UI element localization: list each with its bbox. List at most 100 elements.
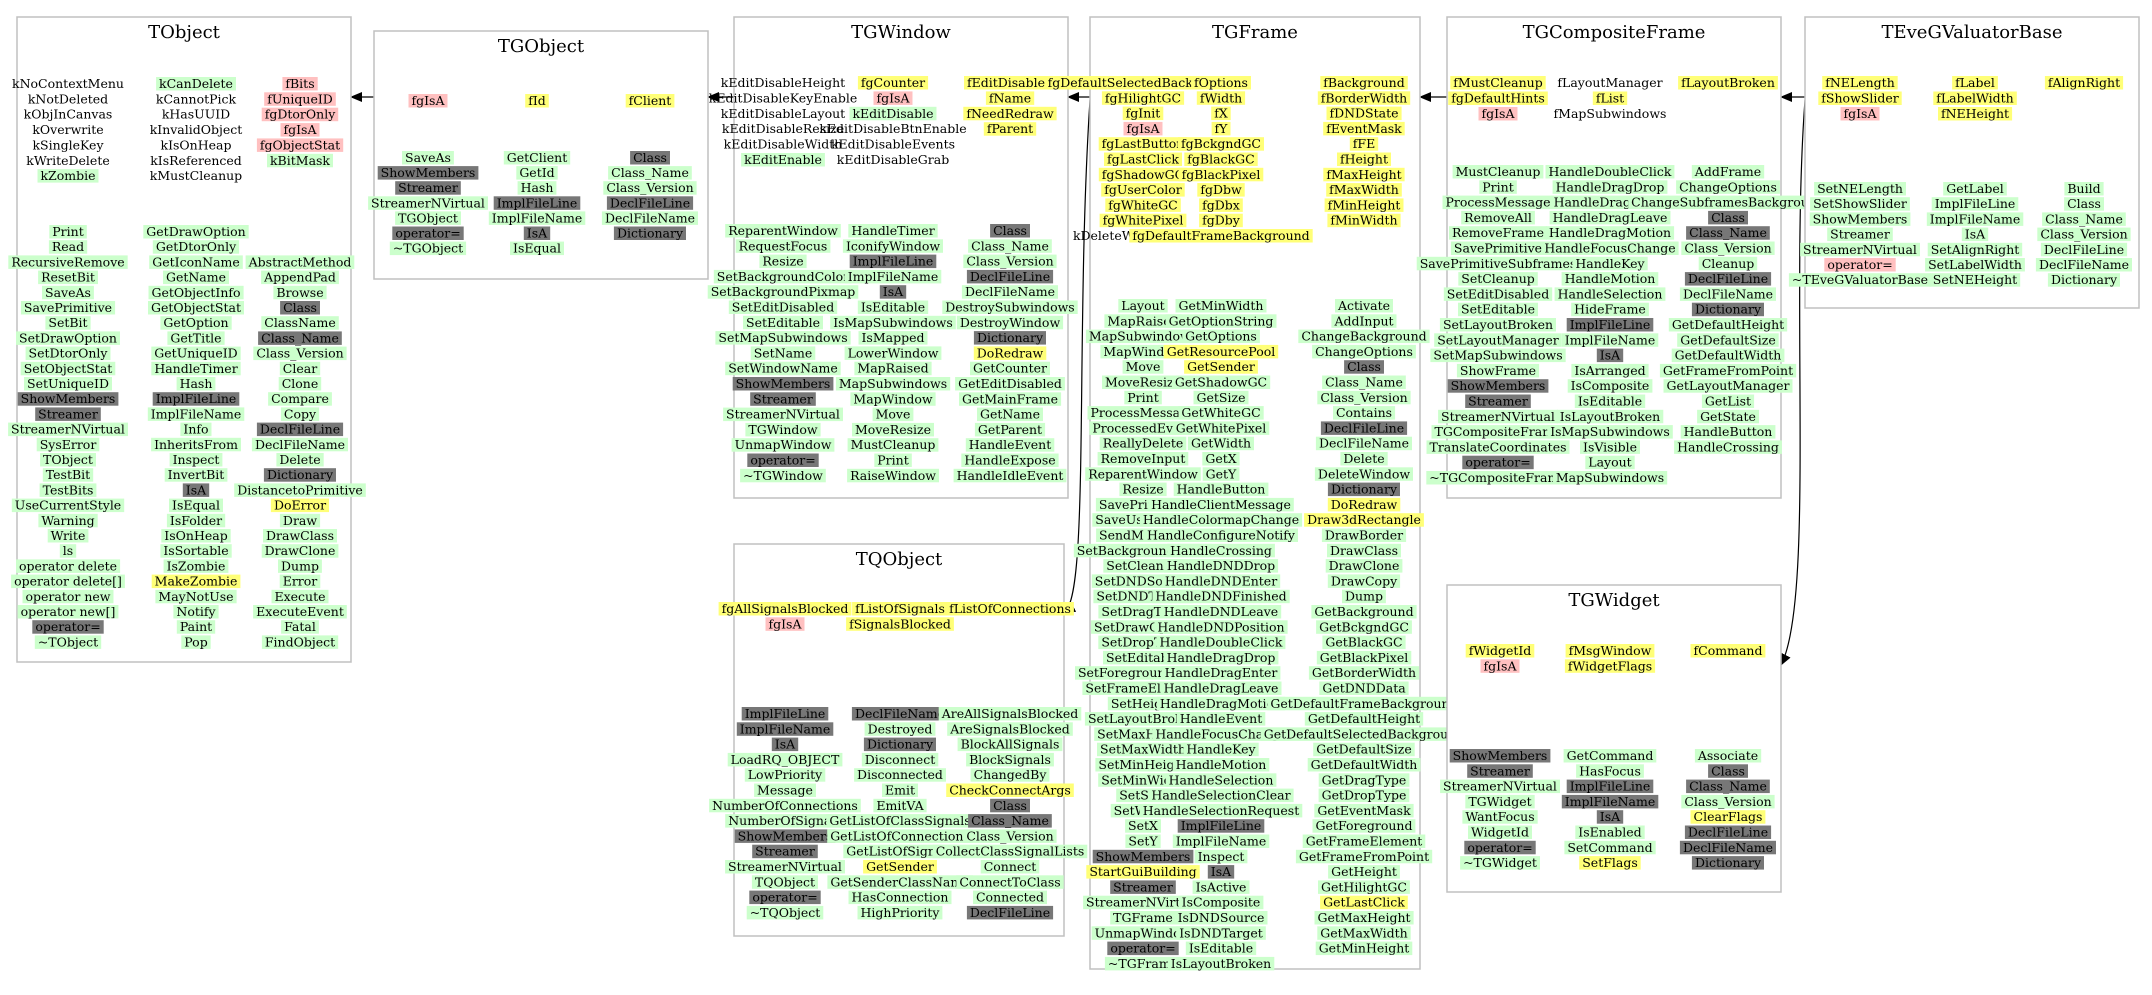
- member-getheight[interactable]: GetHeight: [1328, 864, 1400, 879]
- member-iseditable[interactable]: IsEditable: [1574, 394, 1646, 409]
- member-handledoubleclick[interactable]: HandleDoubleClick: [1156, 635, 1286, 650]
- member-flabel[interactable]: fLabel: [1952, 75, 1998, 90]
- member-dictionary[interactable]: Dictionary: [2047, 272, 2120, 287]
- member-fx[interactable]: fX: [1211, 106, 1231, 121]
- member-getx[interactable]: GetX: [1202, 451, 1240, 466]
- member-warning[interactable]: Warning: [38, 513, 98, 528]
- member-appendpad[interactable]: AppendPad: [261, 270, 339, 285]
- member-kisonheap[interactable]: kIsOnHeap: [161, 137, 232, 152]
- member-handledragenter[interactable]: HandleDragEnter: [1161, 665, 1281, 680]
- member-showmembers[interactable]: ShowMembers: [1449, 748, 1551, 763]
- member-tobject[interactable]: ~TObject: [34, 634, 102, 649]
- member-tobject[interactable]: TObject: [40, 452, 96, 467]
- member-usecurrentstyle[interactable]: UseCurrentStyle: [11, 498, 125, 513]
- member-fgwhitegc[interactable]: fgWhiteGC: [1105, 197, 1181, 212]
- member-class-name[interactable]: Class_Name: [608, 165, 692, 180]
- member-isa[interactable]: IsA: [1961, 227, 1989, 242]
- member-class-name[interactable]: Class_Name: [968, 238, 1052, 253]
- member-isactive[interactable]: IsActive: [1192, 879, 1250, 894]
- member-tgobject[interactable]: ~TGObject: [389, 241, 467, 256]
- member-isa[interactable]: IsA: [1596, 348, 1624, 363]
- member-fparent[interactable]: fParent: [983, 121, 1037, 136]
- member-fgblackpixel[interactable]: fgBlackPixel: [1178, 167, 1264, 182]
- member-hash[interactable]: Hash: [517, 180, 557, 195]
- member-handlecrossing[interactable]: HandleCrossing: [1674, 439, 1782, 454]
- member-destroyed[interactable]: Destroyed: [864, 721, 936, 736]
- member-implfilename[interactable]: ImplFileName: [1561, 332, 1659, 347]
- member-fcommand[interactable]: fCommand: [1690, 643, 1766, 658]
- member-getdragtype[interactable]: GetDragType: [1318, 772, 1410, 787]
- member-operator[interactable]: operator=: [747, 453, 819, 468]
- member-moveresize[interactable]: MoveResize: [852, 422, 934, 437]
- member-showmembers[interactable]: ShowMembers: [1447, 378, 1549, 393]
- member-declfilename[interactable]: DeclFileName: [851, 706, 948, 721]
- member-invertbit[interactable]: InvertBit: [164, 467, 228, 482]
- member-funiqueid[interactable]: fUniqueID: [264, 91, 336, 106]
- member-handleselectionrequest[interactable]: HandleSelectionRequest: [1139, 803, 1303, 818]
- member-fneheight[interactable]: fNEHeight: [1938, 106, 2013, 121]
- member-isequal[interactable]: IsEqual: [510, 241, 564, 256]
- member-fdndstate[interactable]: fDNDState: [1326, 106, 1402, 121]
- member-numberofsignals[interactable]: NumberOfSignals: [725, 813, 845, 828]
- member-fbits[interactable]: fBits: [282, 76, 318, 91]
- class-box-tgframe[interactable]: TGFramefgDefaultSelectedBackgroundfgHili…: [1044, 16, 1468, 971]
- member-dictionary[interactable]: Dictionary: [1327, 482, 1400, 497]
- member-keditdisablekeyenable[interactable]: kEditDisableKeyEnable: [709, 90, 858, 105]
- member-getdefaultheight[interactable]: GetDefaultHeight: [1304, 711, 1424, 726]
- class-box-tobject[interactable]: TObjectkNoContextMenukNotDeletedkObjInCa…: [8, 16, 366, 663]
- member-moveresize[interactable]: MoveResize: [1102, 375, 1184, 390]
- member-iseditable[interactable]: IsEditable: [857, 300, 929, 315]
- member-declfilename[interactable]: DeclFileName: [2035, 257, 2132, 272]
- member-mapsubwindows[interactable]: MapSubwindows: [1085, 329, 1201, 344]
- member-setuniqueid[interactable]: SetUniqueID: [24, 376, 112, 391]
- member-iseditable[interactable]: IsEditable: [1185, 941, 1257, 956]
- member-tgcompositeframe[interactable]: TGCompositeFrame: [1431, 424, 1565, 439]
- member-ismapped[interactable]: IsMapped: [858, 330, 928, 345]
- member-aresignalsblocked[interactable]: AreSignalsBlocked: [947, 721, 1073, 736]
- member-dictionary[interactable]: Dictionary: [613, 226, 686, 241]
- member-isa[interactable]: IsA: [1596, 809, 1624, 824]
- member-activate[interactable]: Activate: [1335, 298, 1393, 313]
- member-handlebutton[interactable]: HandleButton: [1173, 482, 1269, 497]
- member-isdndtarget[interactable]: IsDNDTarget: [1176, 925, 1266, 940]
- member-changeoptions[interactable]: ChangeOptions: [1312, 344, 1416, 359]
- member-geticonname[interactable]: GetIconName: [149, 254, 243, 269]
- member-drawborder[interactable]: DrawBorder: [1321, 528, 1407, 543]
- member-getsenderclassname[interactable]: GetSenderClassName: [827, 874, 973, 889]
- member-declfilename[interactable]: DeclFileName: [1679, 840, 1776, 855]
- member-class-name[interactable]: Class_Name: [2042, 211, 2126, 226]
- member-getdefaultwidth[interactable]: GetDefaultWidth: [1671, 348, 1785, 363]
- member-layout[interactable]: Layout: [1585, 455, 1635, 470]
- member-fgdtoronly[interactable]: fgDtorOnly: [261, 107, 339, 122]
- member-fgisa[interactable]: fgIsA: [1123, 121, 1163, 136]
- member-streamernvirtual[interactable]: StreamerNVirtual: [1800, 242, 1920, 257]
- member-class-version[interactable]: Class_Version: [963, 254, 1057, 269]
- member-islayoutbroken[interactable]: IsLayoutBroken: [1556, 409, 1664, 424]
- member-setalignright[interactable]: SetAlignRight: [1927, 242, 2023, 257]
- member-fgisa[interactable]: fgIsA: [1840, 106, 1880, 121]
- member-processedevent[interactable]: ProcessedEvent: [1089, 420, 1197, 435]
- member-operator-new[interactable]: operator new: [22, 589, 114, 604]
- member-feditdisabled[interactable]: fEditDisabled: [964, 75, 1057, 90]
- member-fheight[interactable]: fHeight: [1337, 152, 1391, 167]
- member-getid[interactable]: GetId: [516, 165, 558, 180]
- member-saveprimitivesubframes[interactable]: SavePrimitiveSubframes: [1416, 256, 1580, 271]
- member-class-version[interactable]: Class_Version: [1317, 390, 1411, 405]
- member-implfileline[interactable]: ImplFileLine: [152, 391, 240, 406]
- member-handledndenter[interactable]: HandleDNDEnter: [1161, 573, 1281, 588]
- member-flistofconnections[interactable]: fListOfConnections: [946, 601, 1074, 616]
- member-reparentwindow[interactable]: ReparentWindow: [725, 223, 841, 238]
- member-saveprimitive[interactable]: SavePrimitive: [1450, 241, 1546, 256]
- member-handleevent[interactable]: HandleEvent: [965, 437, 1055, 452]
- member-fghilightgc[interactable]: fgHilightGC: [1101, 90, 1185, 105]
- member-handleevent[interactable]: HandleEvent: [1176, 711, 1266, 726]
- member-showmembers[interactable]: ShowMembers: [1809, 211, 1911, 226]
- member-setmapsubwindows[interactable]: SetMapSubwindows: [1430, 348, 1566, 363]
- member-declfilename[interactable]: DeclFileName: [601, 210, 698, 225]
- member-getdtoronly[interactable]: GetDtorOnly: [152, 239, 240, 254]
- member-flayoutbroken[interactable]: fLayoutBroken: [1678, 75, 1778, 90]
- member-fgblackgc[interactable]: fgBlackGC: [1184, 152, 1258, 167]
- member-getcounter[interactable]: GetCounter: [970, 361, 1050, 376]
- member-seteditdisabled[interactable]: SetEditDisabled: [728, 300, 838, 315]
- member-tgobject[interactable]: TGObject: [395, 210, 461, 225]
